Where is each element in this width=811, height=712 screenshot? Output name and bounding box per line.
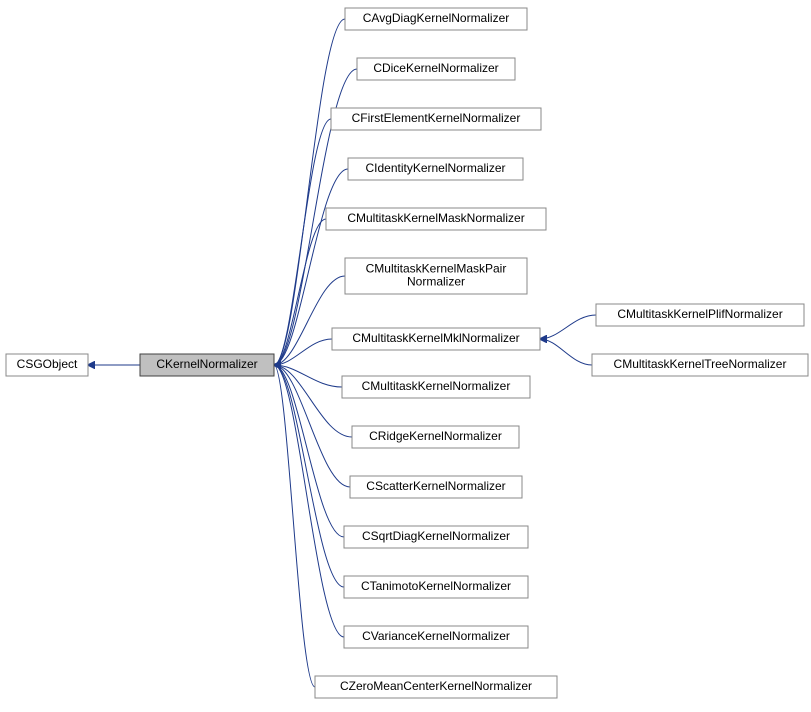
node-n8[interactable]: CRidgeKernelNormalizer [352, 426, 519, 448]
node-r0[interactable]: CMultitaskKernelPlifNormalizer [596, 304, 804, 326]
node-label: CTanimotoKernelNormalizer [361, 579, 511, 593]
node-label: CSGObject [17, 357, 78, 371]
node-n11[interactable]: CTanimotoKernelNormalizer [344, 576, 528, 598]
node-label: Normalizer [407, 275, 465, 289]
edge-r0-to-n6 [540, 315, 596, 339]
node-label: CIdentityKernelNormalizer [365, 161, 505, 175]
node-n5[interactable]: CMultitaskKernelMaskPairNormalizer [345, 258, 527, 294]
node-n13[interactable]: CZeroMeanCenterKernelNormalizer [315, 676, 557, 698]
node-csg[interactable]: CSGObject [6, 354, 88, 376]
edge-n12-to-center [274, 365, 344, 637]
nodes-group: CSGObject CKernelNormalizer CAvgDiagKernel… [6, 8, 808, 698]
node-label: CScatterKernelNormalizer [366, 479, 505, 493]
node-center[interactable]: CKernelNormalizer [140, 354, 274, 376]
node-label: CMultitaskKernelMaskPair [366, 262, 507, 276]
node-label: CDiceKernelNormalizer [373, 61, 498, 75]
node-label: CMultitaskKernelMklNormalizer [352, 331, 519, 345]
node-r1[interactable]: CMultitaskKernelTreeNormalizer [592, 354, 808, 376]
node-n4[interactable]: CMultitaskKernelMaskNormalizer [326, 208, 546, 230]
edge-r1-to-n6 [540, 339, 592, 365]
node-n2[interactable]: CFirstElementKernelNormalizer [331, 108, 541, 130]
node-label: CSqrtDiagKernelNormalizer [362, 529, 510, 543]
node-label: CMultitaskKernelMaskNormalizer [347, 211, 524, 225]
node-label: CMultitaskKernelNormalizer [362, 379, 511, 393]
node-label: CKernelNormalizer [156, 357, 257, 371]
edge-n11-to-center [274, 365, 344, 587]
node-n10[interactable]: CSqrtDiagKernelNormalizer [344, 526, 528, 548]
node-label: CMultitaskKernelTreeNormalizer [614, 357, 787, 371]
node-label: CFirstElementKernelNormalizer [352, 111, 521, 125]
node-n0[interactable]: CAvgDiagKernelNormalizer [345, 8, 527, 30]
node-label: CRidgeKernelNormalizer [369, 429, 502, 443]
node-n6[interactable]: CMultitaskKernelMklNormalizer [332, 328, 540, 350]
edge-n2-to-center [274, 119, 331, 365]
node-n3[interactable]: CIdentityKernelNormalizer [348, 158, 523, 180]
class-hierarchy-diagram: CSGObject CKernelNormalizer CAvgDiagKernel… [0, 0, 811, 712]
node-n1[interactable]: CDiceKernelNormalizer [357, 58, 515, 80]
node-label: CMultitaskKernelPlifNormalizer [617, 307, 782, 321]
node-n9[interactable]: CScatterKernelNormalizer [350, 476, 522, 498]
node-label: CZeroMeanCenterKernelNormalizer [340, 679, 532, 693]
node-n12[interactable]: CVarianceKernelNormalizer [344, 626, 528, 648]
node-label: CAvgDiagKernelNormalizer [363, 11, 510, 25]
node-label: CVarianceKernelNormalizer [362, 629, 510, 643]
node-n7[interactable]: CMultitaskKernelNormalizer [342, 376, 530, 398]
